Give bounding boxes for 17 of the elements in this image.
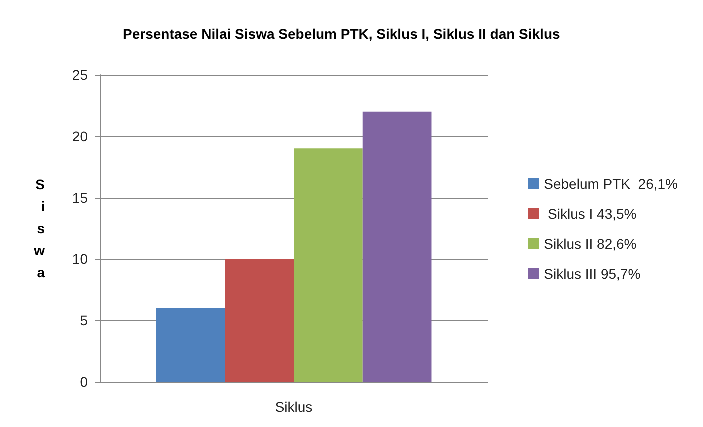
y-tick-label: 25 <box>72 67 88 83</box>
legend-label: Siklus I 43,5% <box>544 206 637 222</box>
legend-label: Siklus III 95,7% <box>544 266 641 282</box>
bar <box>156 308 226 382</box>
legend-label: Sebelum PTK 26,1% <box>544 176 678 192</box>
y-tick-label: 10 <box>72 251 88 268</box>
y-axis-title: Siswa <box>33 176 46 280</box>
chart-title: Persentase Nilai Siswa Sebelum PTK, Siklus I, Siklus II dan Siklus <box>123 26 560 42</box>
y-tick-label: 15 <box>72 190 88 206</box>
bar <box>294 148 363 382</box>
bar <box>362 112 432 382</box>
legend-label: Siklus II 82,6% <box>544 236 637 252</box>
y-tick-label: 20 <box>72 128 88 144</box>
x-axis-title: Siklus <box>275 399 313 415</box>
bar <box>225 259 294 382</box>
y-tick-label: 0 <box>80 374 88 390</box>
y-tick-label: 5 <box>80 312 88 329</box>
